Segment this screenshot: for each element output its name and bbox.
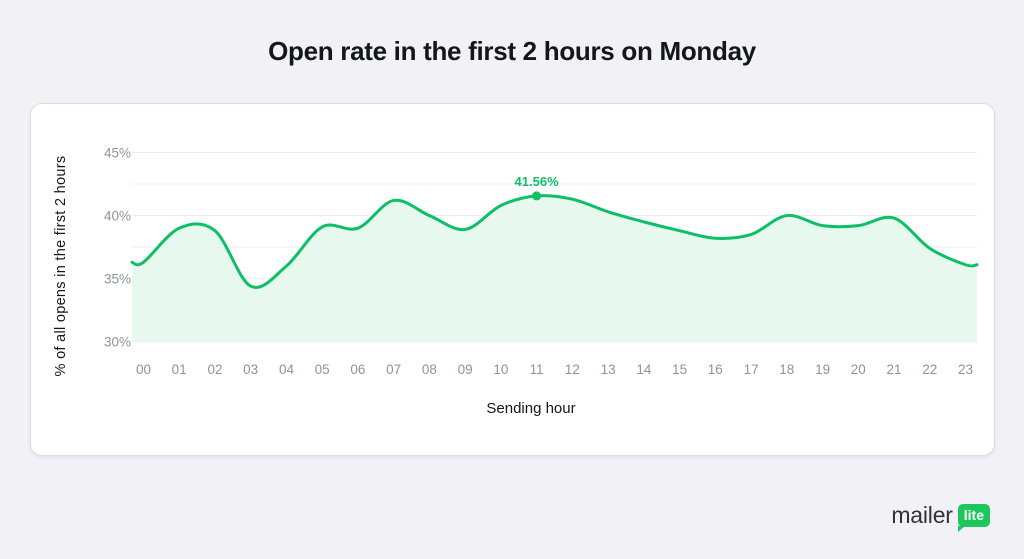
chart-card: % of all opens in the first 2 hours 45% 4… bbox=[30, 103, 995, 456]
x-tick-label: 16 bbox=[708, 362, 723, 377]
y-tick-label: 40% bbox=[104, 208, 131, 223]
x-tick-label: 22 bbox=[922, 362, 937, 377]
max-point-label: 41.56% bbox=[515, 174, 560, 189]
area-fill bbox=[132, 195, 977, 342]
logo-text: mailer bbox=[891, 502, 953, 528]
x-tick-label: 17 bbox=[744, 362, 759, 377]
y-tick-label: 30% bbox=[104, 335, 131, 350]
logo-lite-badge: lite bbox=[957, 504, 990, 532]
y-tick-label: 35% bbox=[104, 271, 131, 286]
chart-title: Open rate in the first 2 hours on Monday bbox=[268, 36, 756, 66]
x-tick-label: 21 bbox=[886, 362, 901, 377]
mailerlite-logo: mailer lite bbox=[891, 502, 990, 532]
y-tick-labels: 45% 40% 35% 30% bbox=[104, 145, 131, 349]
x-tick-label: 04 bbox=[279, 362, 295, 377]
y-tick-label: 45% bbox=[104, 145, 131, 160]
x-tick-label: 11 bbox=[530, 362, 544, 377]
x-tick-label: 08 bbox=[422, 362, 437, 377]
x-tick-label: 12 bbox=[565, 362, 580, 377]
x-tick-label: 07 bbox=[386, 362, 401, 377]
x-tick-label: 09 bbox=[458, 362, 473, 377]
x-tick-label: 06 bbox=[350, 362, 365, 377]
x-tick-label: 01 bbox=[172, 362, 187, 377]
x-tick-label: 02 bbox=[207, 362, 222, 377]
x-tick-label: 13 bbox=[601, 362, 616, 377]
x-tick-label: 23 bbox=[958, 362, 973, 377]
x-tick-label: 15 bbox=[672, 362, 687, 377]
x-tick-label: 14 bbox=[636, 362, 652, 377]
x-tick-label: 18 bbox=[779, 362, 794, 377]
x-tick-label: 03 bbox=[243, 362, 258, 377]
x-tick-label: 19 bbox=[815, 362, 830, 377]
x-tick-label: 05 bbox=[315, 362, 330, 377]
area-chart: 45% 40% 35% 30% 00 01 02 03 04 05 06 07 08 09 10 11 12 13… bbox=[104, 145, 979, 377]
x-tick-label: 10 bbox=[493, 362, 508, 377]
x-tick-label: 20 bbox=[851, 362, 866, 377]
x-axis-title: Sending hour bbox=[486, 400, 576, 417]
max-point-marker bbox=[532, 191, 542, 201]
x-tick-label: 00 bbox=[136, 362, 151, 377]
x-tick-labels: 00 01 02 03 04 05 06 07 08 09 10 11 12 13 14 15 16 17 18 19… bbox=[136, 362, 973, 377]
series-line bbox=[130, 194, 979, 289]
